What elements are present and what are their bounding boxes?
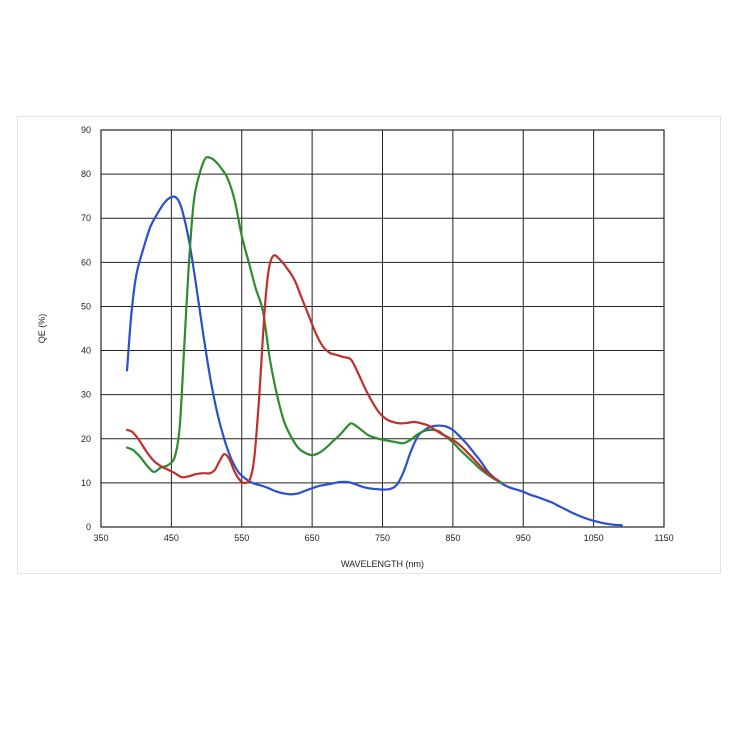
y-tick-label: 40 — [81, 346, 91, 356]
y-tick-label: 50 — [81, 301, 91, 311]
series-line-red — [125, 254, 500, 485]
x-tick-label: 750 — [375, 533, 390, 543]
series-line-blue — [125, 195, 623, 527]
x-tick-label: 950 — [516, 533, 531, 543]
x-tick-label: 1050 — [584, 533, 604, 543]
y-tick-label: 20 — [81, 434, 91, 444]
y-tick-label: 30 — [81, 390, 91, 400]
series-lines — [125, 155, 623, 527]
x-tick-label: 450 — [164, 533, 179, 543]
y-tick-label: 70 — [81, 213, 91, 223]
y-tick-label: 80 — [81, 169, 91, 179]
x-tick-label: 350 — [93, 533, 108, 543]
y-axis-label: QE (%) — [37, 314, 47, 344]
chart-frame — [17, 116, 721, 574]
series-line-green — [125, 155, 504, 484]
plot-area-border — [100, 129, 665, 528]
y-tick-labels: 0 10 20 30 40 50 60 70 80 90 — [81, 125, 91, 532]
x-tick-label: 650 — [305, 533, 320, 543]
y-tick-label: 10 — [81, 478, 91, 488]
x-tick-labels: 350 450 550 650 750 850 950 1050 1150 — [93, 533, 673, 543]
y-tick-label: 60 — [81, 257, 91, 267]
y-tick-label: 90 — [81, 125, 91, 135]
x-axis-label: WAVELENGTH (nm) — [341, 559, 424, 569]
y-tick-label: 0 — [86, 522, 91, 532]
x-tick-label: 1150 — [654, 533, 673, 543]
x-tick-label: 850 — [445, 533, 460, 543]
x-tick-label: 550 — [234, 533, 249, 543]
